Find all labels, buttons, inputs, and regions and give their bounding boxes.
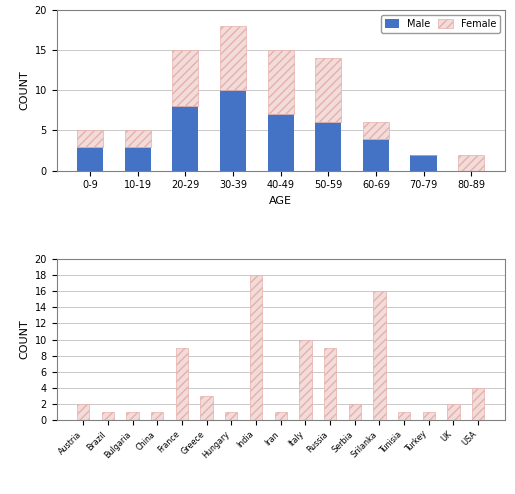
Bar (363, 123, 389, 138)
Bar (448, 404, 460, 420)
Bar (268, 115, 294, 170)
Bar (363, 138, 389, 170)
Bar (268, 50, 294, 115)
Bar (176, 348, 188, 420)
Bar (200, 396, 213, 420)
Bar (125, 147, 151, 170)
Legend: Male, Female: Male, Female (381, 15, 500, 33)
Bar (349, 404, 361, 420)
Bar (77, 130, 103, 147)
Bar (458, 155, 484, 170)
Bar (101, 412, 114, 420)
Bar (125, 130, 151, 147)
Bar (225, 412, 237, 420)
Bar (220, 26, 246, 90)
Bar (315, 123, 341, 170)
Bar (472, 388, 484, 420)
Bar (77, 147, 103, 170)
Bar (151, 412, 163, 420)
Bar (410, 155, 437, 170)
Bar (77, 404, 90, 420)
Bar (315, 58, 341, 123)
Bar (373, 291, 386, 420)
Y-axis label: COUNT: COUNT (19, 71, 29, 110)
Bar (220, 90, 246, 170)
Bar (250, 275, 262, 420)
Bar (126, 412, 139, 420)
Bar (423, 412, 435, 420)
Bar (398, 412, 410, 420)
Bar (173, 106, 198, 170)
X-axis label: AGE: AGE (269, 196, 292, 206)
Bar (274, 412, 287, 420)
Y-axis label: COUNT: COUNT (19, 320, 29, 359)
Bar (299, 339, 312, 420)
Bar (173, 50, 198, 106)
Bar (324, 348, 336, 420)
